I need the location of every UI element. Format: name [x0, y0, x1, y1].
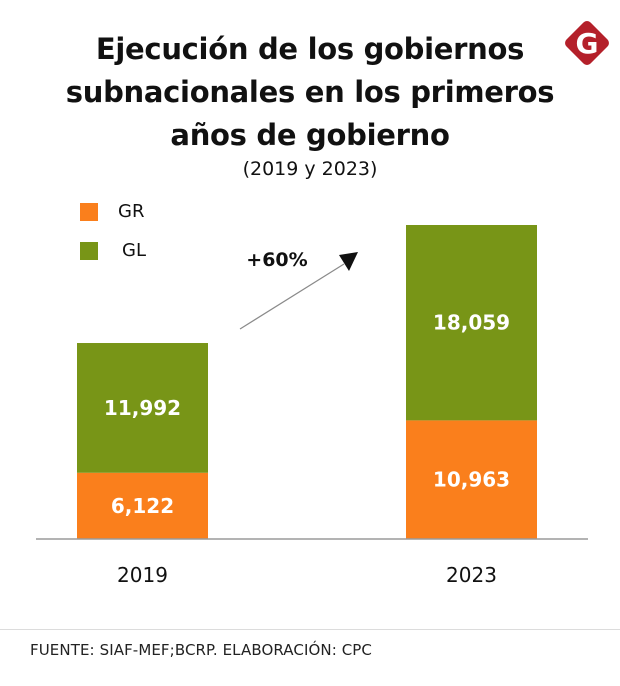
x-tick-labels: 2019 2023 — [117, 563, 497, 587]
footer-divider — [0, 629, 620, 630]
title-line-1: Ejecución de los gobiernos — [95, 32, 525, 66]
chart-subtitle: (2019 y 2023) — [242, 158, 378, 180]
bar-segment-gr-2019 — [77, 472, 208, 539]
brand-logo-icon: G — [565, 21, 609, 65]
growth-annotation: +60% — [239, 249, 358, 330]
legend-item-gr: GR — [80, 201, 144, 222]
chart-title: Ejecución de los gobiernos subnacionales… — [40, 28, 580, 157]
source-note: FUENTE: SIAF-MEF;BCRP. ELABORACIÓN: CPC — [30, 641, 373, 659]
x-tick-label-2019: 2019 — [117, 563, 168, 587]
data-label-gl-2019: 11,992 — [104, 396, 181, 420]
growth-label: +60% — [246, 249, 307, 271]
logo-diamond — [565, 21, 609, 65]
legend-item-gl: GL — [80, 240, 146, 261]
data-label-gr-2019: 6,122 — [111, 494, 174, 518]
bar-segment-gl-2019 — [77, 343, 208, 473]
legend-label-gl: GL — [122, 240, 146, 261]
legend-swatch-gl — [80, 241, 98, 260]
growth-arrow-line — [239, 263, 345, 330]
title-line-3: años de gobierno — [170, 118, 450, 152]
bars-group: 6,122 11,992 10,963 18,059 — [77, 225, 537, 539]
data-label-gl-2023: 18,059 — [433, 311, 510, 335]
growth-arrow-head — [339, 252, 358, 271]
legend-label-gr: GR — [118, 201, 145, 222]
bar-segment-gr-2023 — [406, 420, 537, 539]
x-tick-label-2023: 2023 — [446, 563, 497, 587]
legend-swatch-gr — [80, 202, 98, 221]
bar-segment-gl-2023 — [406, 225, 537, 421]
data-label-gr-2023: 10,963 — [433, 468, 510, 492]
logo-letter: G — [576, 27, 599, 60]
title-line-2: subnacionales en los primeros — [65, 75, 555, 109]
